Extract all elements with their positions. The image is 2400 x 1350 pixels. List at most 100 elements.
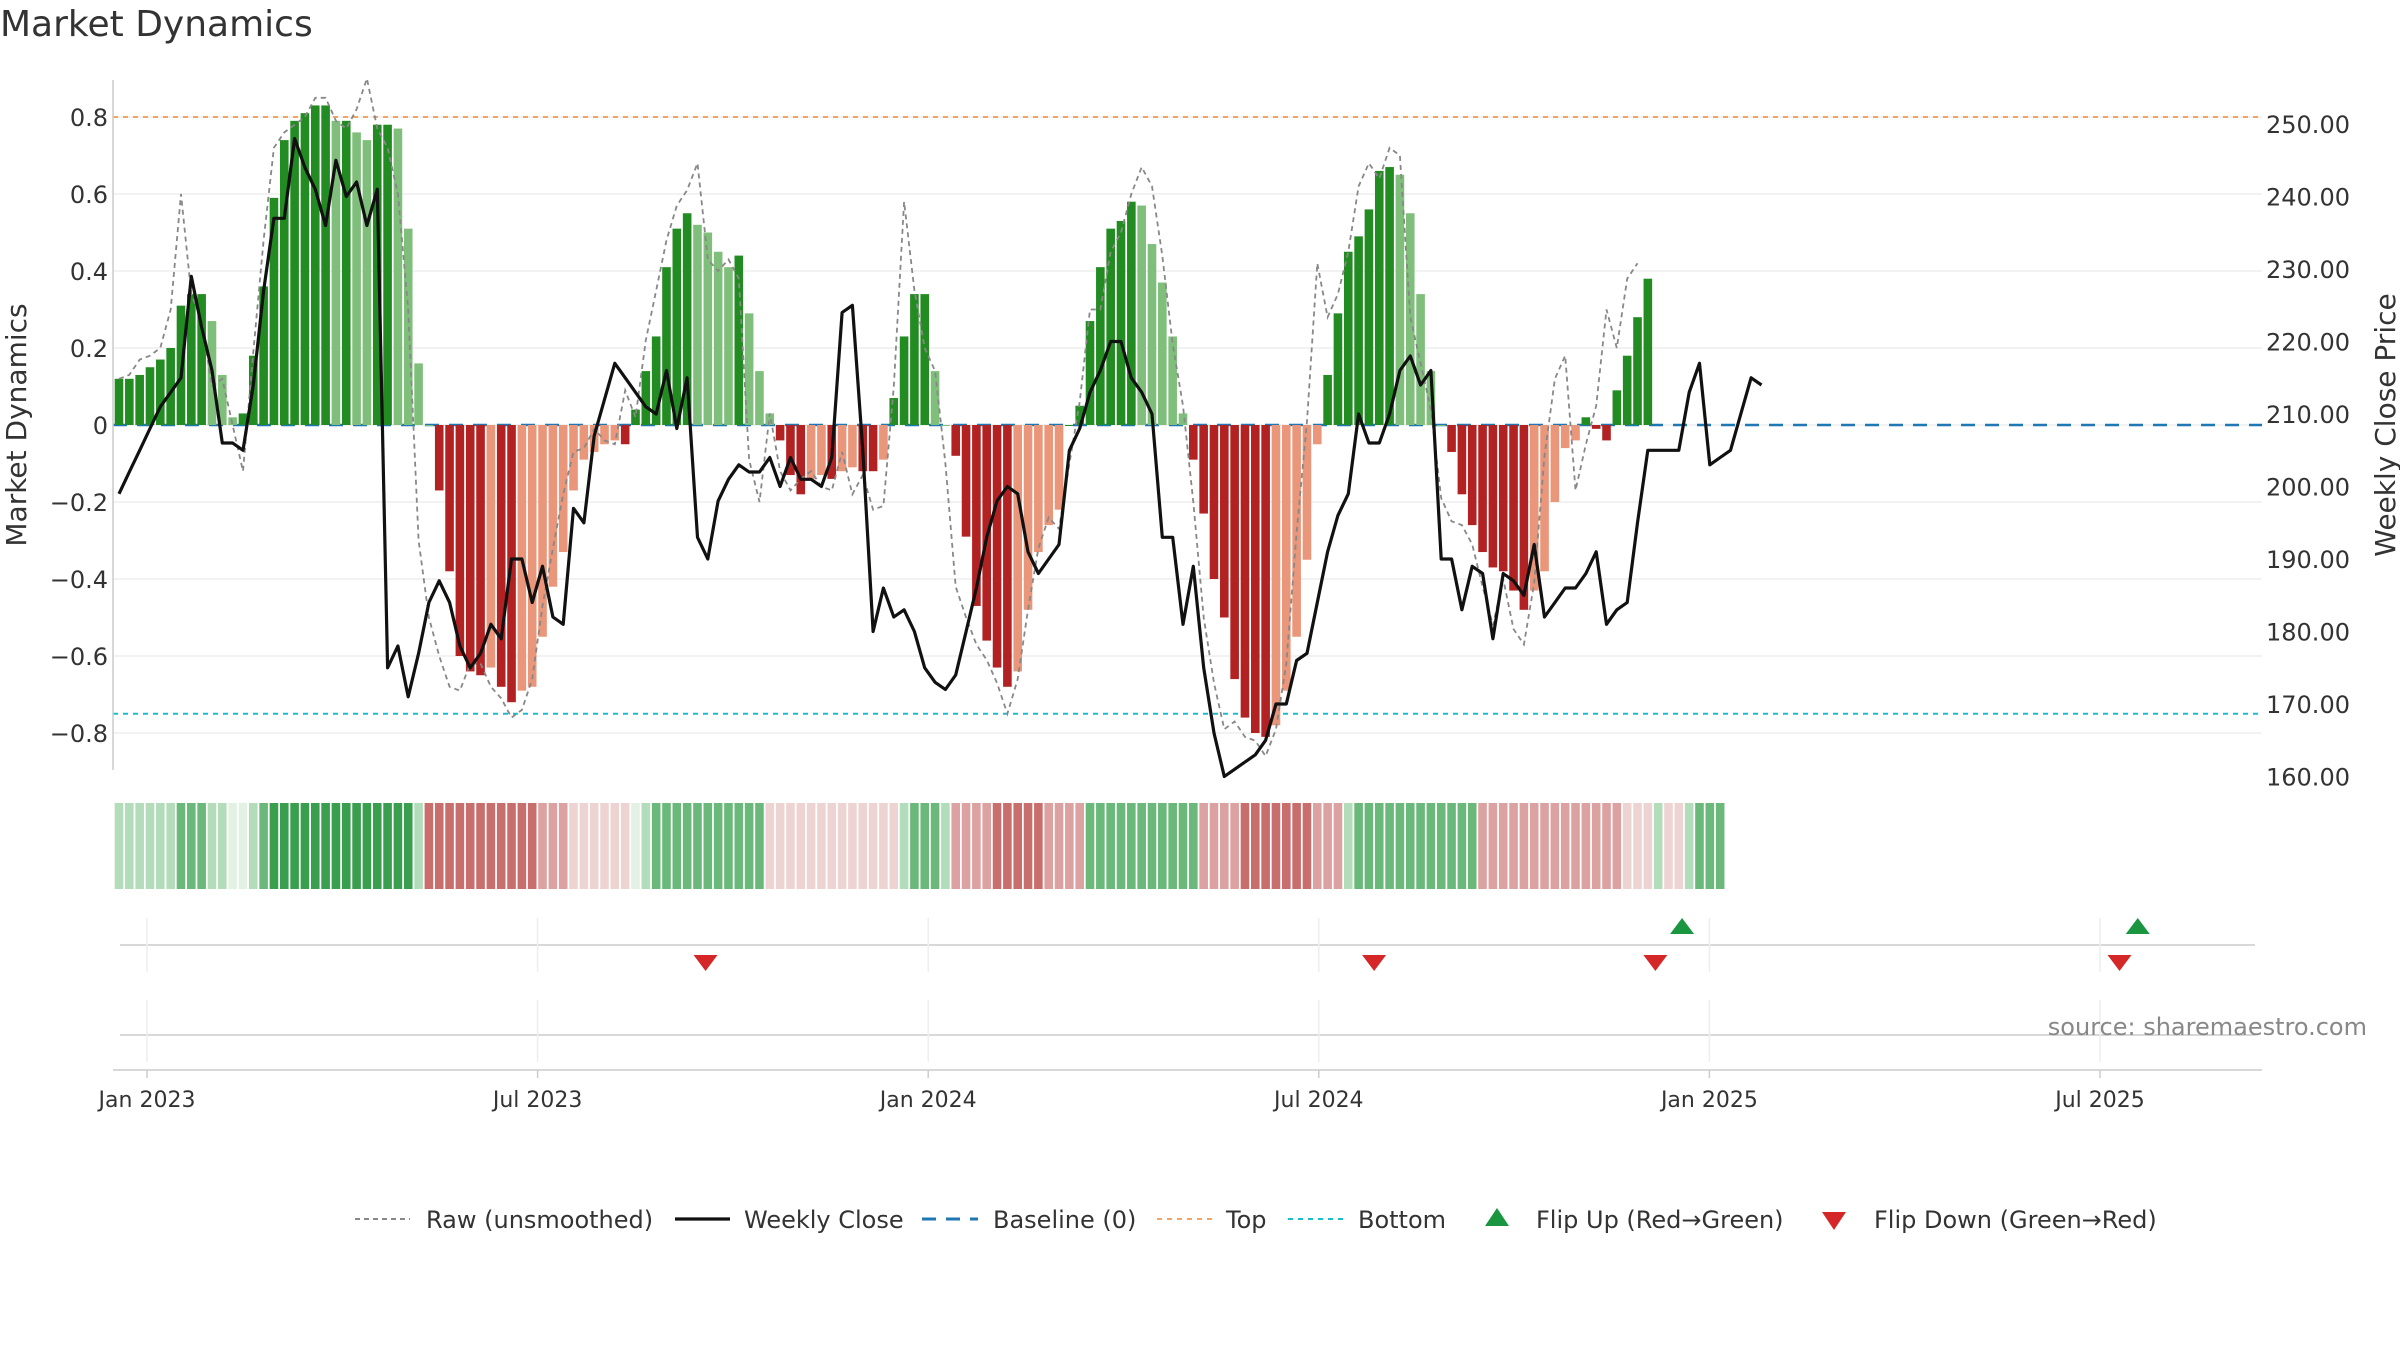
momentum-bar: [1230, 425, 1239, 680]
momentum-bar: [1065, 425, 1074, 426]
regime-cell: [1705, 803, 1715, 889]
momentum-bar: [434, 425, 444, 491]
regime-cell: [1664, 803, 1673, 889]
weekly-close-line: [117, 136, 1763, 779]
regime-cell: [1622, 803, 1632, 889]
momentum-bar: [279, 140, 289, 425]
regime-cell: [703, 803, 713, 889]
momentum-bar: [1509, 425, 1518, 591]
regime-cell: [1127, 803, 1136, 889]
regime-cell: [775, 803, 785, 889]
momentum-bar: [724, 267, 733, 425]
momentum-bar: [145, 367, 155, 425]
momentum-bar: [662, 267, 671, 425]
momentum-bar: [734, 255, 744, 425]
regime-cell: [197, 803, 206, 889]
reference-lines: [113, 116, 2262, 715]
momentum-bar: [1323, 374, 1332, 425]
momentum-bar: [496, 425, 506, 687]
momentum-bar: [1343, 251, 1353, 425]
momentum-bar: [135, 374, 144, 425]
regime-cell: [1571, 803, 1580, 889]
momentum-bar: [786, 425, 795, 476]
regime-cell: [1220, 803, 1229, 889]
momentum-bars: [114, 105, 1653, 737]
x-tick-label: Jul 2024: [1272, 1088, 1364, 1113]
momentum-bar: [641, 371, 651, 425]
regime-cell: [300, 803, 310, 889]
y-tick-left-label: 0.4: [70, 258, 108, 286]
momentum-bar: [1168, 336, 1177, 425]
regime-cell: [1292, 803, 1301, 889]
regime-cell: [1457, 803, 1467, 889]
regime-cell: [941, 803, 950, 889]
momentum-bar: [548, 425, 558, 587]
regime-cell: [238, 803, 248, 889]
momentum-bar: [579, 425, 589, 460]
source-text: source: sharemaestro.com: [2048, 1013, 2367, 1041]
momentum-bar: [1147, 244, 1157, 425]
momentum-bar: [848, 425, 857, 468]
regime-cell: [114, 803, 124, 889]
momentum-bar: [527, 425, 537, 687]
regime-cell: [879, 803, 888, 889]
momentum-bar: [1137, 205, 1146, 425]
regime-cell: [1189, 803, 1198, 889]
regime-cell: [1003, 803, 1012, 889]
regime-cell: [1643, 803, 1653, 889]
regime-cell: [951, 803, 961, 889]
momentum-bar: [1075, 405, 1084, 425]
regime-cell: [858, 803, 868, 889]
flip-down-marker: [1643, 955, 1668, 971]
momentum-bar: [1416, 294, 1425, 425]
regime-cell: [290, 803, 299, 889]
momentum-bar: [197, 294, 206, 425]
y-tick-right-label: 180.00: [2266, 619, 2350, 647]
y-tick-right-label: 230.00: [2266, 256, 2350, 284]
legend-close-label: Weekly Close: [744, 1206, 904, 1234]
chart-title: Market Dynamics: [0, 4, 313, 45]
regime-cell: [682, 803, 692, 889]
regime-cell: [806, 803, 816, 889]
regime-cell: [1488, 803, 1498, 889]
y-tick-left-label: 0.8: [70, 104, 108, 132]
momentum-bar: [1354, 236, 1363, 425]
regime-cell: [352, 803, 361, 889]
regime-cell: [610, 803, 620, 889]
y-tick-left-label: −0.8: [50, 720, 108, 748]
regime-cell: [920, 803, 930, 889]
regime-cell: [631, 803, 640, 889]
regime-cell: [414, 803, 423, 889]
regime-cell: [1653, 803, 1663, 889]
regime-cell: [259, 803, 268, 889]
legend-flip-down-label: Flip Down (Green→Red): [1874, 1206, 2157, 1234]
momentum-bar: [310, 105, 320, 425]
regime-cell: [961, 803, 971, 889]
regime-cell: [1560, 803, 1570, 889]
regime-cell: [1261, 803, 1270, 889]
regime-cell: [1467, 803, 1477, 889]
legend-flip-up-swatch: [1485, 1208, 1509, 1226]
regime-cell: [310, 803, 320, 889]
regime-cell: [424, 803, 434, 889]
momentum-bar: [1385, 167, 1394, 426]
flip-down-marker: [693, 955, 718, 971]
regime-cell: [930, 803, 940, 889]
right-y-ticks: 250.00 240.00 230.00 220.00 210.00 200.00 190.…: [2266, 111, 2350, 792]
y-tick-right-label: 190.00: [2266, 546, 2350, 574]
regime-cell: [1426, 803, 1436, 889]
momentum-bar: [972, 425, 981, 606]
momentum-bar: [1540, 425, 1549, 572]
left-y-ticks: 0.8 0.6 0.4 0.2 0 −0.2 −0.4 −0.6 −0.8: [50, 104, 108, 748]
momentum-bar: [765, 413, 775, 425]
momentum-bar: [930, 371, 940, 425]
y-tick-right-label: 200.00: [2266, 474, 2350, 502]
momentum-bar: [992, 425, 1002, 668]
regime-cell: [279, 803, 289, 889]
regime-cell: [1550, 803, 1560, 889]
flip-down-marker: [1362, 955, 1387, 971]
regime-cell: [817, 803, 826, 889]
regime-cell: [1364, 803, 1374, 889]
momentum-bar: [1013, 425, 1023, 672]
regime-cell: [651, 803, 661, 889]
